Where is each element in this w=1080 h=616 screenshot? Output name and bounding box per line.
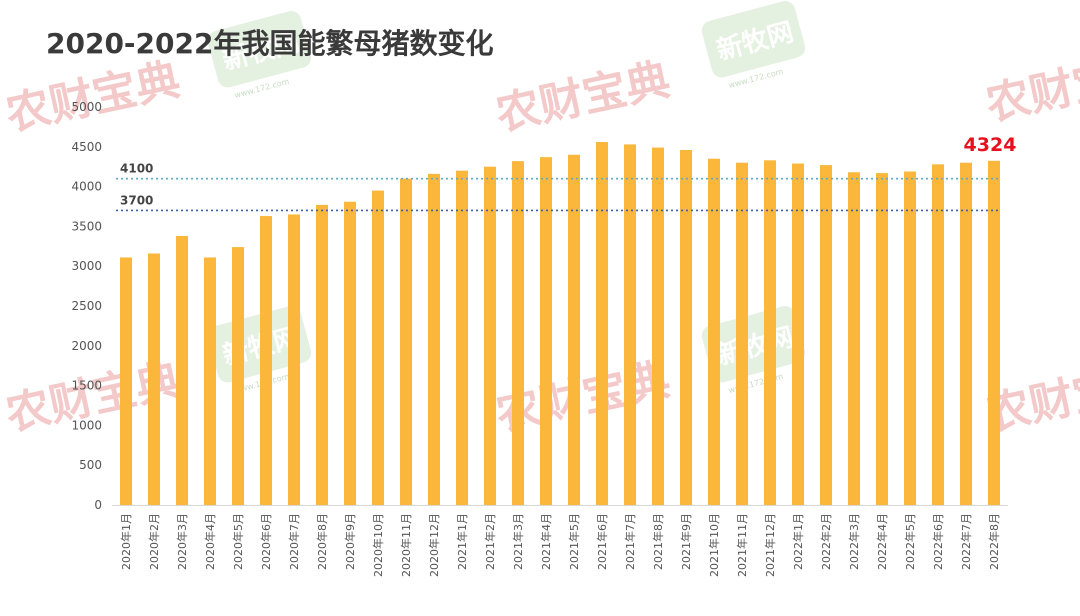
bar-31 — [960, 162, 972, 505]
y-tick-label: 4000 — [71, 180, 102, 194]
x-tick-label: 2020年10月 — [371, 513, 385, 577]
x-tick-label: 2021年9月 — [679, 513, 693, 570]
x-tick-label: 2022年2月 — [819, 513, 833, 570]
watermark-nongcai-baodian: 农财宝典 — [2, 54, 185, 140]
y-tick-label: 5000 — [71, 100, 102, 114]
highlight-value-label: 4324 — [964, 134, 1017, 156]
bar-4 — [204, 257, 216, 505]
bar-27 — [848, 172, 860, 505]
bar-16 — [540, 157, 552, 505]
bar-18 — [596, 142, 608, 506]
x-tick-label: 2022年4月 — [875, 513, 889, 570]
bar-5 — [232, 247, 244, 505]
bar-13 — [456, 170, 468, 505]
x-tick-label: 2021年10月 — [707, 513, 721, 577]
bar-3 — [176, 235, 188, 505]
y-tick-label: 3000 — [71, 259, 102, 273]
bar-32 — [988, 160, 1000, 505]
bar-28 — [876, 173, 888, 505]
bar-19 — [624, 144, 636, 506]
bar-23 — [736, 162, 748, 505]
watermark-nongcai-baodian: 农财宝典 — [982, 44, 1080, 130]
x-tick-label: 2021年2月 — [483, 513, 497, 570]
bar-6 — [260, 216, 272, 505]
x-tick-label: 2022年1月 — [791, 513, 805, 570]
x-tick-label: 2021年11月 — [735, 513, 749, 577]
y-tick-label: 3500 — [71, 219, 102, 233]
y-tick-label: 1500 — [71, 379, 102, 393]
watermark-xinmu-badge — [701, 306, 806, 383]
x-tick-label: 2020年3月 — [175, 513, 189, 570]
bar-26 — [820, 165, 832, 505]
bar-2 — [148, 253, 160, 505]
reference-label-4100: 4100 — [120, 162, 153, 176]
x-tick-label: 2020年7月 — [287, 513, 301, 570]
y-tick-label: 1000 — [71, 418, 102, 432]
x-tick-label: 2021年3月 — [511, 513, 525, 570]
x-tick-label: 2022年5月 — [903, 513, 917, 570]
x-tick-label: 2020年2月 — [147, 513, 161, 570]
y-tick-label: 2000 — [71, 339, 102, 353]
x-tick-label: 2020年11月 — [399, 513, 413, 577]
x-tick-label: 2020年4月 — [203, 513, 217, 570]
x-tick-label: 2022年3月 — [847, 513, 861, 570]
bar-12 — [428, 173, 440, 505]
bar-10 — [372, 190, 384, 505]
x-tick-label: 2021年5月 — [567, 513, 581, 570]
x-tick-label: 2022年7月 — [959, 513, 973, 570]
watermark-xinmu-badge — [207, 11, 312, 88]
y-tick-label: 500 — [79, 458, 102, 472]
x-tick-label: 2021年7月 — [623, 513, 637, 570]
bar-1 — [120, 257, 132, 505]
bar-9 — [344, 201, 356, 505]
x-tick-label: 2021年8月 — [651, 513, 665, 570]
x-tick-label: 2022年8月 — [987, 513, 1001, 570]
x-tick-label: 2021年12月 — [763, 513, 777, 577]
bar-7 — [288, 214, 300, 505]
bar-17 — [568, 154, 580, 505]
bar-20 — [652, 147, 664, 505]
x-tick-label: 2021年6月 — [595, 513, 609, 570]
x-tick-label: 2020年5月 — [231, 513, 245, 570]
bar-30 — [932, 164, 944, 505]
x-tick-label: 2020年9月 — [343, 513, 357, 570]
bar-8 — [316, 204, 328, 505]
x-tick-label: 2020年6月 — [259, 513, 273, 570]
bar-11 — [400, 178, 412, 505]
bar-22 — [708, 158, 720, 506]
reference-label-3700: 3700 — [120, 193, 153, 207]
y-tick-label: 0 — [94, 498, 102, 512]
x-tick-label: 2021年1月 — [455, 513, 469, 570]
watermark-nongcai-baodian: 农财宝典 — [492, 54, 675, 140]
y-tick-label: 4500 — [71, 140, 102, 154]
x-tick-label: 2020年12月 — [427, 513, 441, 577]
bar-15 — [512, 161, 524, 506]
x-tick-label: 2020年1月 — [119, 513, 133, 570]
x-tick-label: 2022年6月 — [931, 513, 945, 570]
x-tick-label: 2021年4月 — [539, 513, 553, 570]
bar-14 — [484, 166, 496, 505]
watermark-xinmu-badge — [701, 1, 806, 78]
bar-25 — [792, 163, 804, 506]
chart-title: 2020-2022年我国能繁母猪数变化 — [46, 27, 494, 60]
bar-29 — [904, 171, 916, 505]
bar-21 — [680, 149, 692, 505]
x-tick-label: 2020年8月 — [315, 513, 329, 570]
y-tick-label: 2500 — [71, 299, 102, 313]
bar-24 — [764, 160, 776, 505]
